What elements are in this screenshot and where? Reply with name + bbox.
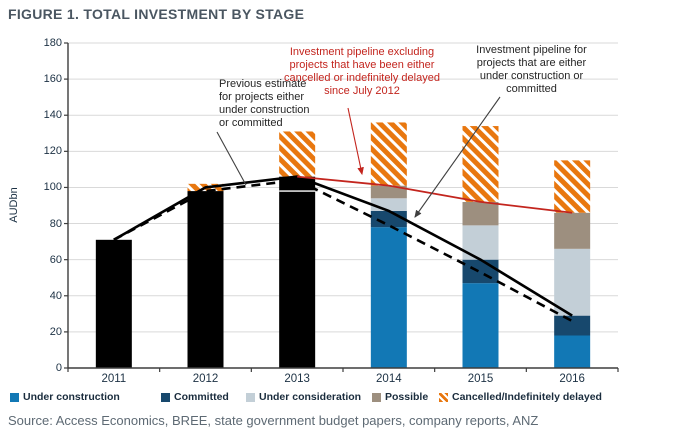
bar-segment (554, 212, 591, 249)
line-series (113, 178, 573, 323)
x-axis-label: 2013 (284, 373, 310, 385)
x-axis-label: 2016 (559, 373, 585, 385)
annotation-pipeline-construction-committed: Investment pipeline for projects that ar… (476, 44, 587, 95)
bar-segment (370, 122, 407, 186)
legend-label: Cancelled/Indefinitely delayed (452, 391, 602, 403)
bar-segment (187, 191, 224, 368)
bar-segment (370, 198, 407, 211)
bar-segment (370, 185, 407, 199)
y-axis-tick-label: 100 (43, 181, 62, 194)
legend: Under construction Committed Under consi… (0, 390, 673, 406)
bar-segment (462, 283, 499, 368)
y-axis-tick-label: 0 (55, 362, 62, 374)
annotation-pipeline-excluding-cancelled: Investment pipeline excluding projects t… (284, 46, 440, 97)
bar-segment (554, 248, 591, 316)
source-note: Source: Access Economics, BREE, state go… (8, 413, 539, 428)
legend-label: Under consideration (259, 391, 362, 403)
legend-swatch-under-construction-icon (10, 392, 19, 402)
figure-title: FIGURE 1. TOTAL INVESTMENT BY STAGE (8, 6, 305, 22)
line-series (297, 175, 573, 214)
line-series (113, 175, 573, 317)
bar-segment (462, 201, 499, 226)
legend-swatch-possible-icon (372, 392, 381, 402)
y-axis-tick-label: 80 (49, 217, 62, 230)
legend-item-possible: Possible (372, 390, 428, 404)
legend-item-under-construction: Under construction (10, 390, 120, 404)
bar-segment (95, 239, 132, 368)
x-axis-label: 2014 (376, 373, 402, 385)
chart-plot (64, 42, 619, 372)
y-axis-title: AUDbn (8, 187, 20, 223)
legend-swatch-cancelled-icon (439, 392, 448, 402)
bar-segment (279, 176, 316, 368)
bar-segment (279, 131, 316, 177)
annotation-leader-line (347, 107, 364, 176)
annotation-leader-line (414, 96, 501, 218)
legend-label: Under construction (23, 391, 120, 403)
legend-item-cancelled: Cancelled/Indefinitely delayed (439, 390, 602, 404)
bar-segment (554, 160, 591, 213)
x-axis-label: 2015 (467, 373, 494, 385)
bar-segment (554, 335, 591, 368)
y-axis-tick-label: 60 (49, 253, 62, 266)
y-axis-tick-label: 180 (43, 37, 62, 49)
annotation-leader-line (216, 131, 247, 186)
legend-swatch-committed-icon (161, 392, 170, 402)
legend-label: Committed (174, 391, 229, 403)
legend-label: Possible (385, 391, 429, 403)
y-axis-tick-label: 40 (49, 289, 62, 302)
bar-segment (462, 225, 499, 260)
bar-segment (462, 126, 499, 202)
annotation-previous-estimate: Previous estimate for projects either un… (219, 78, 310, 129)
y-axis-tick-label: 140 (43, 109, 62, 122)
y-axis-tick-label: 20 (49, 325, 62, 338)
y-axis-tick-label: 120 (43, 145, 62, 158)
legend-item-under-consideration: Under consideration (246, 390, 361, 404)
legend-item-committed: Committed (161, 390, 229, 404)
x-axis-label: 2012 (192, 373, 219, 385)
bar-segment (462, 259, 499, 284)
legend-swatch-under-consideration-icon (246, 392, 255, 402)
bar-segment (554, 315, 591, 336)
x-axis-label: 2011 (101, 373, 127, 385)
bar-segment (370, 227, 407, 368)
y-axis-tick-label: 160 (43, 73, 62, 86)
